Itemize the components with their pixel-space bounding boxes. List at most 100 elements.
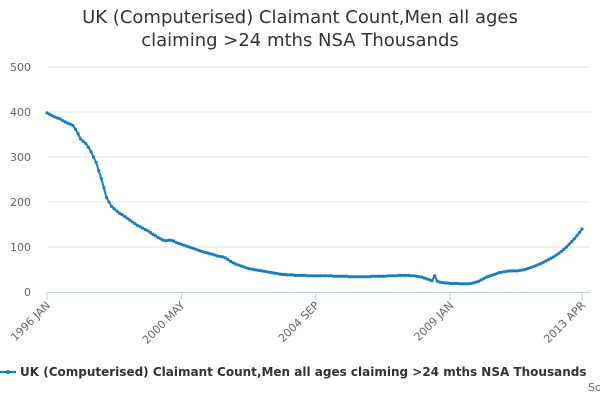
data-point — [495, 271, 499, 276]
series-line — [46, 112, 583, 285]
data-point — [412, 274, 416, 278]
data-point — [71, 123, 75, 128]
data-point — [182, 243, 186, 247]
data-point — [148, 231, 152, 235]
data-point — [515, 269, 519, 273]
data-point — [275, 271, 279, 276]
data-point — [218, 254, 222, 259]
data-point — [107, 200, 111, 204]
data-point — [195, 248, 199, 252]
data-point — [50, 114, 54, 118]
data-point — [231, 261, 235, 265]
data-point — [549, 256, 553, 260]
data-point — [484, 275, 488, 279]
data-point — [249, 267, 253, 271]
data-point — [414, 274, 419, 278]
data-point — [314, 274, 318, 278]
data-point — [63, 120, 67, 124]
data-point — [466, 282, 470, 286]
data-point — [479, 278, 483, 282]
data-point — [381, 274, 385, 278]
data-point — [502, 270, 507, 274]
data-point — [577, 231, 582, 235]
data-point — [518, 268, 522, 272]
data-point — [554, 253, 558, 257]
data-point — [91, 155, 96, 159]
x-tick-label: 2000 MAY — [140, 299, 188, 347]
data-point — [376, 274, 380, 278]
data-point — [433, 274, 437, 278]
data-point — [215, 254, 220, 258]
data-point — [288, 273, 292, 277]
data-point — [257, 268, 261, 272]
data-point — [102, 186, 106, 190]
data-point — [117, 211, 121, 215]
data-point — [471, 281, 476, 285]
chart-title: UK (Computerised) Claimant Count,Men all… — [82, 7, 518, 51]
data-point — [104, 195, 109, 200]
data-point — [402, 273, 406, 277]
data-point — [365, 275, 370, 279]
data-point — [327, 274, 331, 278]
data-point — [497, 271, 501, 275]
data-point — [394, 274, 398, 278]
data-point — [115, 209, 119, 213]
data-point — [334, 274, 339, 278]
data-point — [159, 237, 163, 241]
data-point — [236, 263, 240, 267]
data-point — [469, 281, 473, 286]
data-point — [153, 234, 158, 238]
data-point — [355, 275, 359, 279]
data-point — [45, 111, 49, 115]
data-point — [371, 274, 375, 278]
data-point — [531, 265, 535, 269]
data-point — [487, 274, 491, 278]
data-point — [267, 270, 271, 274]
data-point — [350, 275, 354, 279]
data-point — [298, 273, 302, 277]
source: Source: — [588, 381, 600, 394]
data-point — [187, 245, 191, 249]
legend-marker — [6, 370, 10, 374]
data-point — [383, 274, 388, 278]
data-point — [510, 269, 514, 273]
data-point — [352, 275, 357, 279]
data-point — [174, 240, 178, 245]
data-point — [337, 274, 341, 278]
data-point — [68, 122, 72, 126]
data-point — [404, 273, 408, 277]
y-tick-label: 500 — [10, 61, 31, 74]
data-point — [283, 272, 287, 277]
data-point — [430, 279, 434, 283]
data-point — [241, 265, 246, 269]
data-point — [477, 279, 481, 283]
data-point — [205, 251, 209, 255]
data-point — [270, 271, 274, 275]
data-point — [539, 262, 543, 266]
x-tick-label: 2013 APR — [541, 299, 588, 346]
data-point — [399, 273, 403, 277]
data-point — [368, 275, 372, 279]
data-point — [570, 240, 574, 244]
data-point — [138, 225, 142, 229]
data-point — [533, 264, 538, 268]
data-point — [133, 222, 137, 226]
data-point — [360, 275, 364, 279]
data-point — [94, 160, 98, 164]
data-point — [130, 220, 134, 224]
data-point — [200, 249, 204, 254]
data-point — [386, 274, 390, 278]
data-point — [226, 258, 230, 262]
data-point — [311, 274, 315, 278]
data-point — [156, 235, 160, 240]
data-point — [66, 121, 70, 125]
data-point — [500, 270, 504, 274]
data-point — [378, 274, 383, 278]
data-point — [192, 247, 196, 251]
data-point — [345, 274, 349, 278]
y-tick-label: 400 — [10, 106, 31, 119]
data-point — [536, 262, 540, 267]
y-tick-label: 100 — [10, 241, 31, 254]
data-point — [520, 268, 525, 272]
